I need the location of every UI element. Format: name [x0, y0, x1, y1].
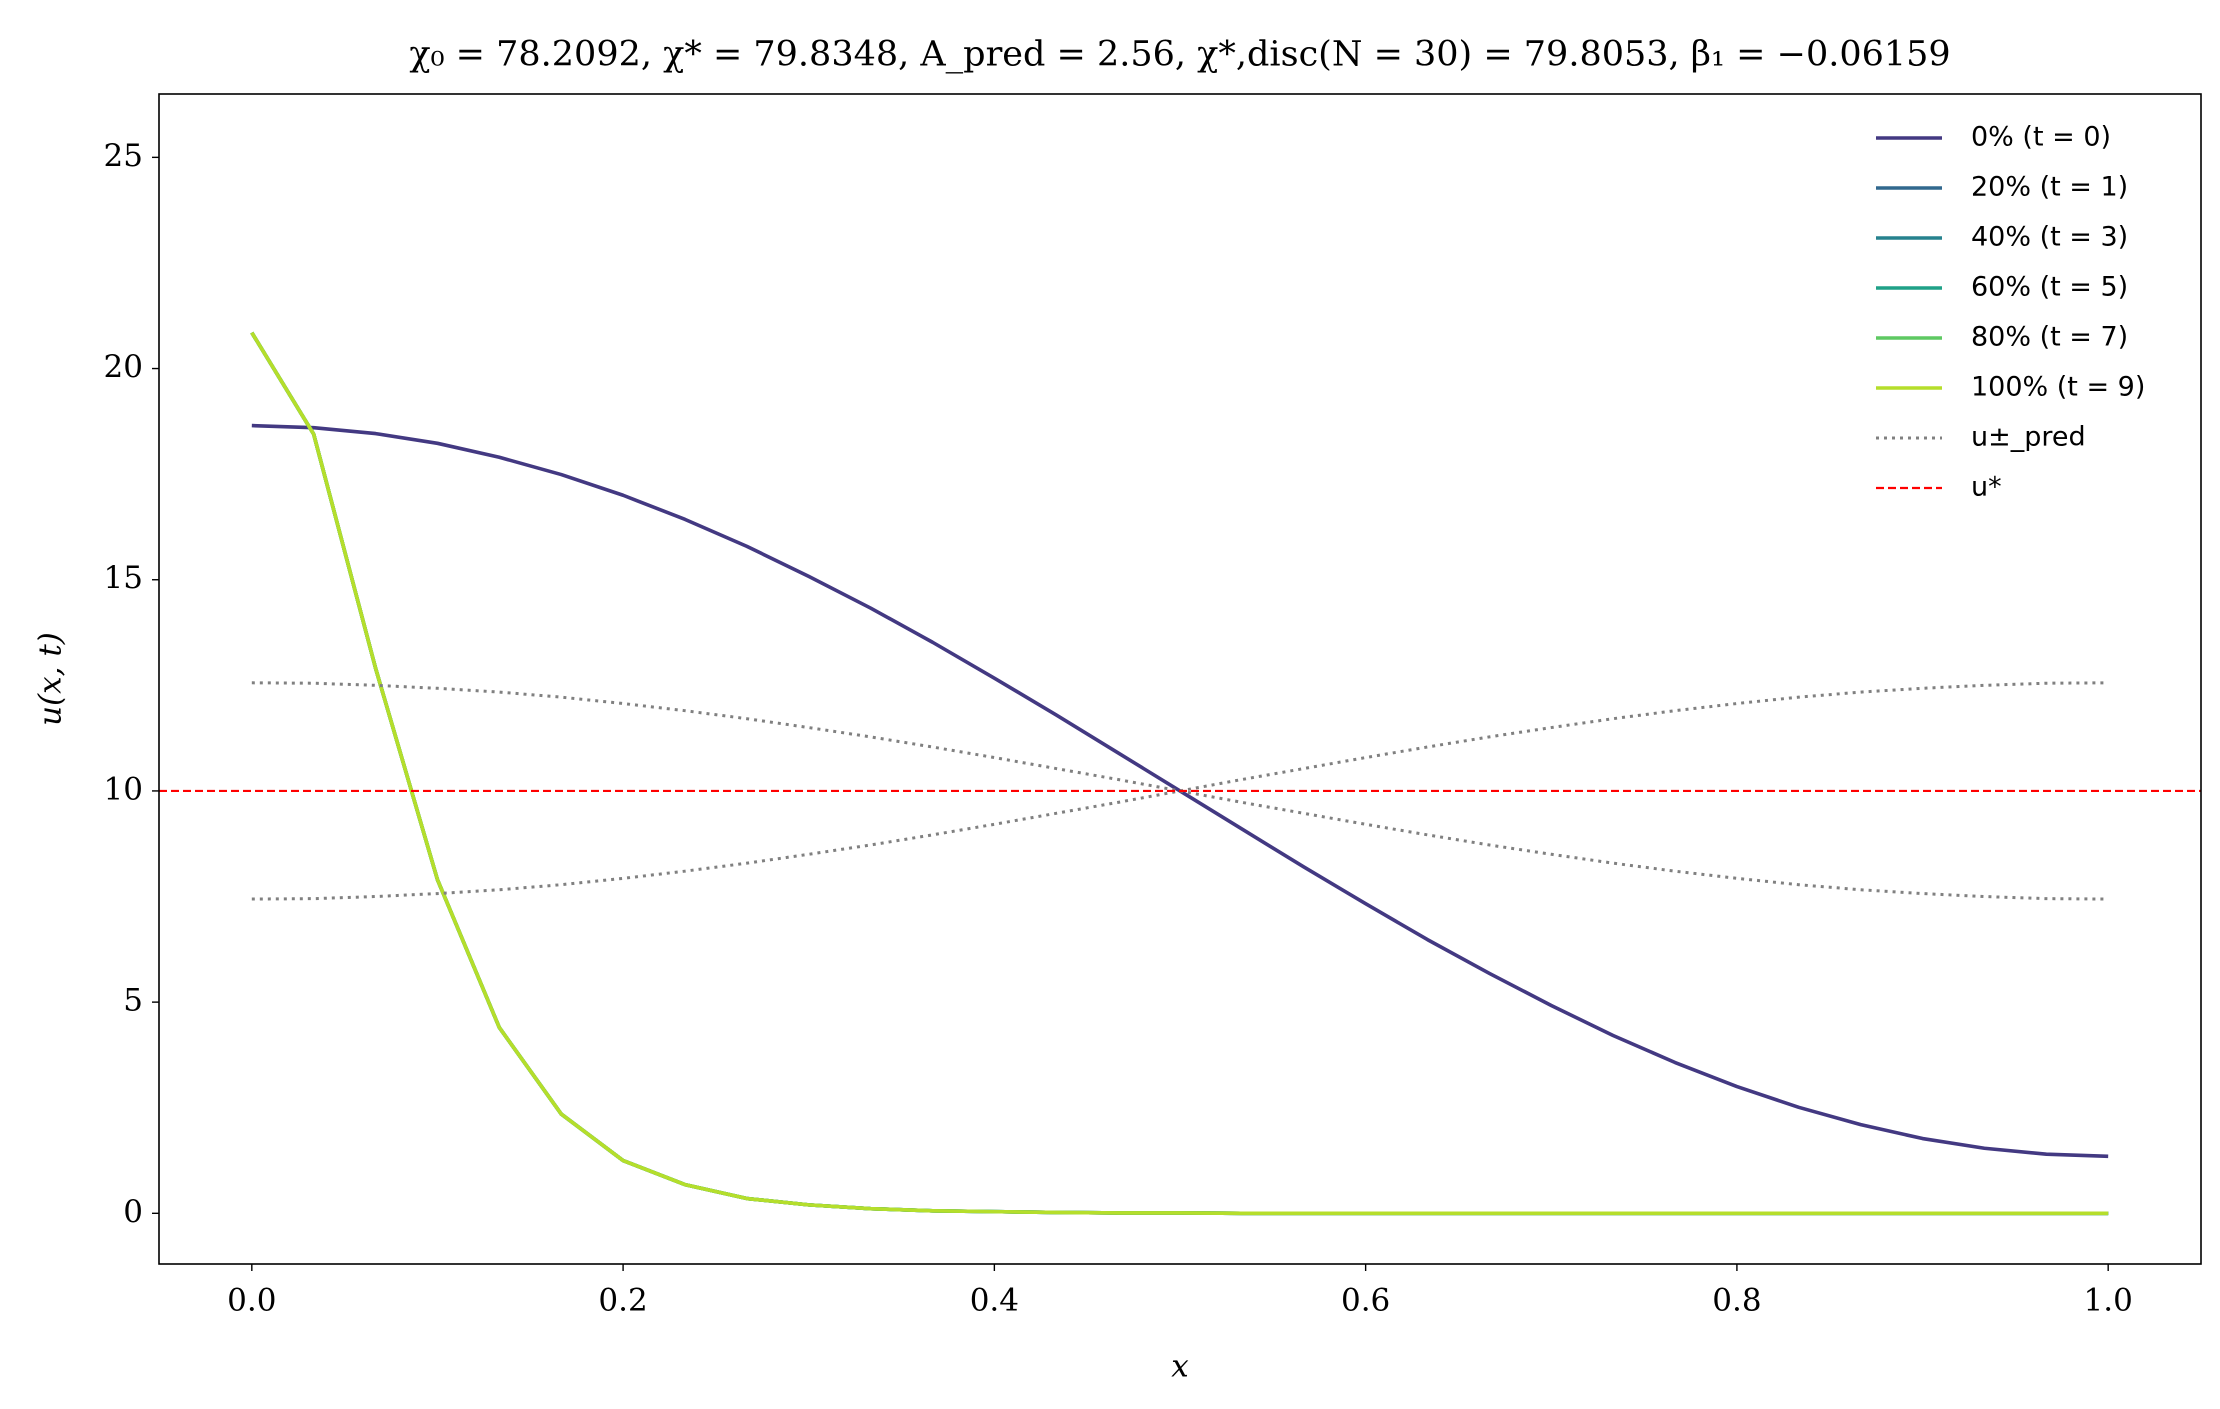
x-tick-label: 0.4: [970, 1283, 1019, 1319]
legend-label: 80% (t = 7): [1971, 322, 2128, 353]
prediction-line: [251, 681, 2109, 901]
legend-label: 0% (t = 0): [1971, 122, 2111, 153]
legend-label: u±_pred: [1971, 422, 2086, 453]
y-tick-label: 15: [104, 560, 143, 596]
y-tick-label: 10: [104, 771, 143, 807]
legend-label: 100% (t = 9): [1971, 372, 2145, 403]
x-tick-label: 0.0: [227, 1283, 276, 1319]
series-line: [250, 331, 2109, 1216]
x-tick-label: 0.6: [1341, 1283, 1390, 1319]
legend-label: u*: [1971, 472, 2002, 503]
y-axis-label: u(x, t): [33, 632, 69, 726]
y-tick-label: 0: [123, 1194, 143, 1230]
x-tick-label: 0.2: [598, 1283, 647, 1319]
legend-label: 20% (t = 1): [1971, 172, 2128, 203]
x-axis-label: x: [1171, 1349, 1189, 1385]
legend-label: 40% (t = 3): [1971, 222, 2128, 253]
x-tick-label: 1.0: [2084, 1283, 2133, 1319]
y-tick-label: 20: [104, 349, 143, 385]
x-tick-label: 0.8: [1712, 1283, 1761, 1319]
axes-frame: [158, 93, 2202, 1265]
legend-label: 60% (t = 5): [1971, 272, 2128, 303]
chart-title: χ₀ = 78.2092, χ* = 79.8348, A_pred = 2.5…: [409, 35, 1950, 75]
plot-area: [159, 331, 2201, 1216]
y-tick-label: 5: [123, 983, 143, 1019]
prediction-line: [251, 681, 2109, 901]
y-tick-label: 25: [104, 138, 143, 174]
